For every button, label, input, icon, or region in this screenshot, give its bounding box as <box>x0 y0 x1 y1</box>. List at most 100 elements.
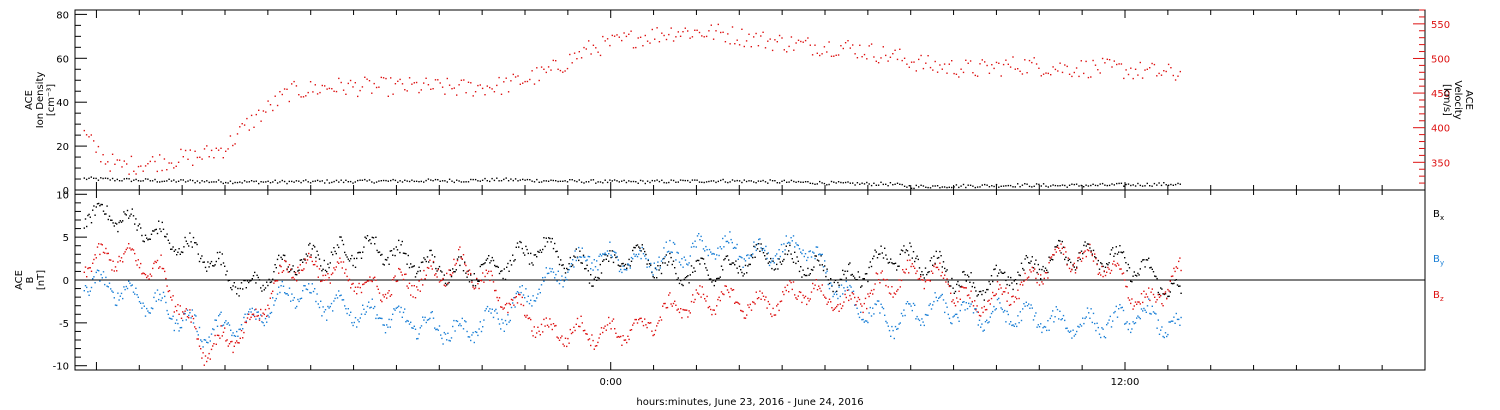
Bx-point <box>980 290 982 293</box>
density-point <box>536 178 538 181</box>
density-point <box>1137 182 1139 185</box>
Bx-point <box>1010 276 1012 279</box>
velocity-point <box>222 157 224 159</box>
density-point <box>293 181 295 183</box>
By-point <box>485 308 487 310</box>
Bx-point <box>650 264 652 266</box>
By-point <box>154 292 156 294</box>
Bx-point <box>557 256 559 258</box>
velocity-point <box>809 44 811 46</box>
Bz-point <box>1030 271 1032 273</box>
By-point <box>1082 317 1084 319</box>
Bz-point <box>704 298 706 300</box>
By-point <box>803 255 805 258</box>
By-point <box>821 253 823 256</box>
Bx-point <box>1170 282 1173 285</box>
density-point <box>236 181 239 184</box>
Bz-point <box>1108 268 1110 270</box>
By-point <box>136 294 138 296</box>
Bz-point <box>848 299 850 302</box>
Bz-point <box>86 276 88 278</box>
velocity-point <box>969 60 972 62</box>
density-point <box>340 179 342 181</box>
By-point <box>413 325 415 327</box>
By-point <box>173 329 175 332</box>
density-point <box>873 182 875 184</box>
density-point <box>847 181 849 183</box>
Bz-point <box>1103 270 1105 272</box>
By-point <box>131 284 133 286</box>
Bx-point <box>398 239 400 242</box>
Bx-point <box>119 220 121 222</box>
Bz-point <box>924 281 927 283</box>
By-point <box>621 271 623 274</box>
By-point <box>228 324 231 326</box>
By-point <box>1160 329 1162 331</box>
Bz-point <box>663 302 665 305</box>
velocity-point <box>1045 72 1047 74</box>
Bz-point <box>288 264 291 266</box>
Bz-point <box>498 297 501 299</box>
velocity-point <box>173 167 175 169</box>
By-point <box>90 286 93 289</box>
Bx-point <box>178 248 180 250</box>
Bz-point <box>1161 303 1163 305</box>
velocity-point <box>519 83 521 85</box>
velocity-point <box>609 44 611 47</box>
By-point <box>454 330 456 332</box>
Bz-point <box>929 280 931 282</box>
velocity-point <box>774 39 776 41</box>
Bx-point <box>754 256 756 258</box>
By-point <box>195 315 197 317</box>
b-tick-label: 10 <box>56 190 69 201</box>
By-point <box>146 307 148 310</box>
density-point <box>484 177 486 180</box>
By-point <box>503 330 505 332</box>
velocity-point <box>948 63 950 65</box>
By-point <box>126 287 129 290</box>
Bx-point <box>1161 288 1163 290</box>
By-point <box>942 299 945 301</box>
Bx-point <box>130 213 132 215</box>
velocity-point <box>229 135 232 137</box>
Bz-point <box>1000 287 1002 289</box>
By-point <box>200 339 202 341</box>
Bx-point <box>530 252 532 255</box>
Bx-point <box>630 260 633 262</box>
Bz-point <box>178 313 180 315</box>
By-point <box>466 330 468 333</box>
By-point <box>112 291 114 293</box>
By-point <box>334 297 336 300</box>
Bz-point <box>798 291 801 293</box>
velocity-point <box>757 45 760 47</box>
Bz-point <box>1136 303 1138 305</box>
By-point <box>107 286 109 288</box>
Bz-point <box>1077 257 1079 259</box>
Bx-point <box>760 243 762 245</box>
Bx-point <box>534 254 537 256</box>
velocity-point <box>496 84 498 87</box>
density-point <box>102 177 104 180</box>
Bz-point <box>590 344 592 347</box>
By-point <box>1126 321 1128 323</box>
density-point <box>745 180 748 183</box>
Bx-point <box>690 265 693 267</box>
Bx-point <box>155 228 157 231</box>
density-point <box>819 180 821 183</box>
velocity-point <box>802 41 804 43</box>
Bx-point <box>778 258 780 260</box>
Bx-point <box>154 229 156 231</box>
density-point <box>260 181 262 183</box>
velocity-point <box>175 165 177 167</box>
Bz-point <box>330 273 333 276</box>
Bx-point <box>849 262 851 264</box>
Bx-point <box>644 250 646 253</box>
Bz-point <box>386 297 388 299</box>
Bx-point <box>420 261 423 264</box>
By-point <box>429 317 431 320</box>
Bx-point <box>149 238 151 240</box>
density-point <box>283 180 286 183</box>
velocity-point <box>366 78 368 80</box>
By-point <box>191 309 193 311</box>
By-point <box>647 258 649 261</box>
